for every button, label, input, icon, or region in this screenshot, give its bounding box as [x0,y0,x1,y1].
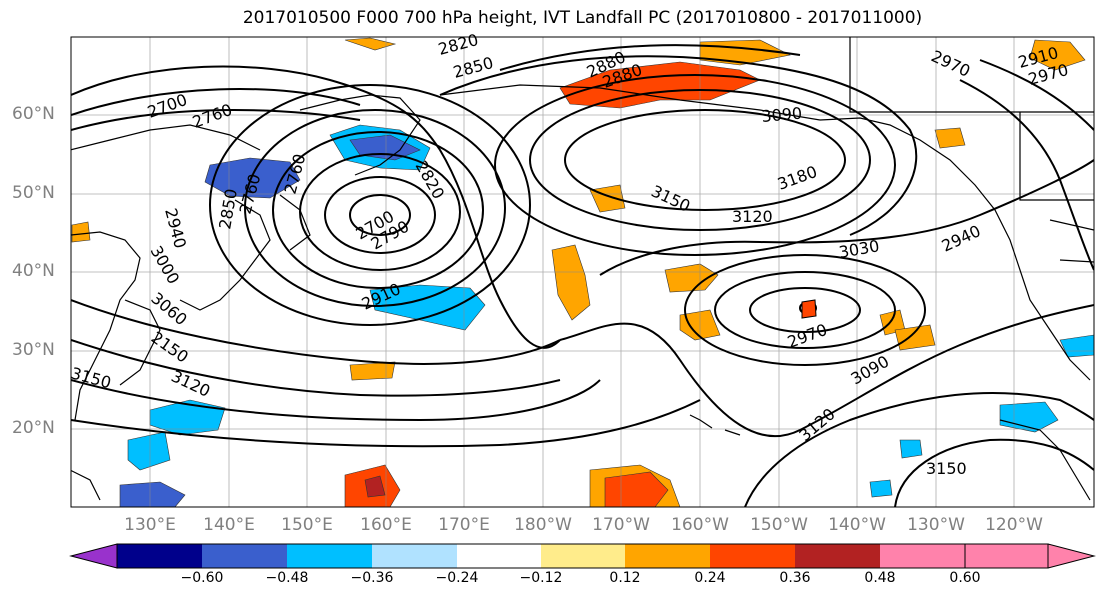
lon-label: 170°W [592,515,650,535]
colorbar-tick-label: 0.36 [779,570,811,586]
colorbar-segment [880,544,965,568]
colorbar-tick-label: −0.60 [180,570,224,586]
lon-label: 130°E [124,515,176,535]
lon-label: 160°E [360,515,412,535]
colorbar-segment [710,544,795,568]
contour-label: 3150 [926,459,967,478]
lat-label: 40°N [12,261,55,281]
colorbar-segment [202,544,287,568]
lat-label: 50°N [12,183,55,203]
map-title: 2017010500 F000 700 hPa height, IVT Land… [242,8,923,28]
lat-label: 30°N [12,340,55,360]
colorbar-segment [541,544,625,568]
colorbar-extend-low [69,543,118,569]
height-contours [71,44,1094,507]
colorbar-tick-label: 0.48 [864,570,896,586]
coastlines [71,37,1094,501]
lon-label: 120°W [985,515,1043,535]
lon-label: 130°W [907,515,965,535]
plot-frame [70,36,1095,508]
colorbar-tick-label: −0.48 [265,570,309,586]
lat-label: 20°N [12,418,55,438]
lon-label: 150°E [281,515,333,535]
low-center-shading [801,299,817,319]
colorbar-tick-label: 0.12 [609,570,641,586]
colorbar-segment [625,544,710,568]
colorbar-frame [116,543,1049,569]
colorbar-segment [372,544,457,568]
lon-label: 140°E [203,515,255,535]
colorbar-extend-high [964,543,1096,569]
lat-label: 60°N [12,104,55,124]
colorbar-segment [287,544,372,568]
contour-label: 3120 [732,207,773,226]
lon-label: 140°W [828,515,886,535]
colorbar-segment [457,544,541,568]
lon-label: 160°W [671,515,729,535]
lon-label: 180°W [514,515,572,535]
contour-label: 3090 [761,104,803,126]
colorbar-tick-label: 0.60 [949,570,981,586]
lon-label: 170°E [438,515,490,535]
colorbar-tick-label: −0.24 [435,570,479,586]
lon-label: 150°W [750,515,808,535]
colorbar-segment [117,544,202,568]
colorbar-tick-label: 0.24 [694,570,726,586]
colorbar-segment [795,544,880,568]
colorbar-tick-label: −0.12 [519,570,563,586]
colorbar-tick-label: −0.36 [350,570,394,586]
